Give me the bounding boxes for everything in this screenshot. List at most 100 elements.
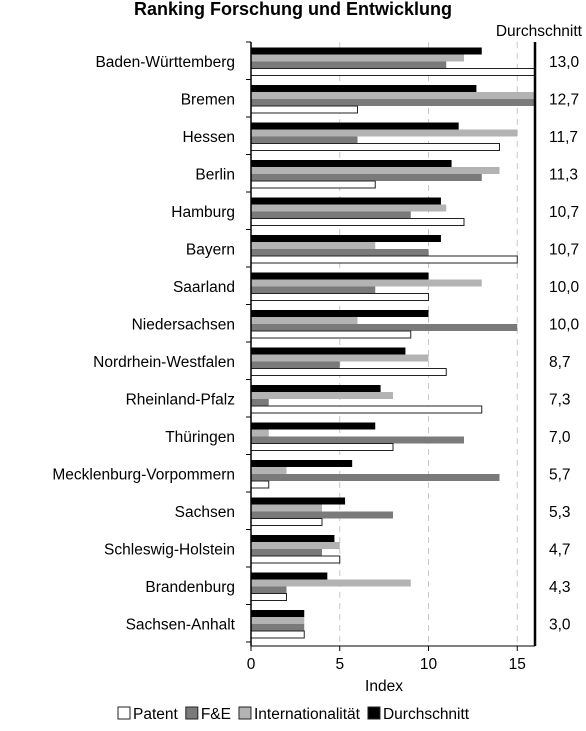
category-label: Saarland bbox=[173, 279, 235, 296]
bar bbox=[250, 630, 305, 639]
bar bbox=[251, 542, 340, 549]
bar bbox=[251, 385, 381, 392]
bar bbox=[251, 467, 287, 474]
x-axis-ticks: 0 5 10 15 bbox=[247, 646, 526, 673]
legend-swatch bbox=[238, 706, 252, 720]
bar bbox=[251, 572, 328, 580]
category-label: Sachsen-Anhalt bbox=[126, 617, 236, 634]
bar bbox=[251, 549, 322, 556]
category-label: Brandenburg bbox=[145, 579, 235, 596]
value-label: 5,3 bbox=[549, 504, 571, 521]
category-label: Baden-Württemberg bbox=[95, 54, 235, 71]
legend-label: Internationalität bbox=[254, 706, 361, 723]
x-tick-label: 0 bbox=[247, 656, 256, 673]
bar bbox=[251, 167, 500, 174]
legend-swatch bbox=[367, 706, 381, 720]
bar bbox=[251, 324, 518, 331]
legend-swatch bbox=[185, 706, 199, 720]
category-label: Nordrhein-Westfalen bbox=[93, 354, 235, 371]
bar bbox=[251, 129, 518, 137]
bar bbox=[251, 610, 305, 617]
bar bbox=[250, 105, 358, 114]
bar bbox=[251, 535, 335, 542]
bar bbox=[251, 354, 429, 362]
bar bbox=[251, 272, 429, 280]
bar bbox=[251, 422, 376, 430]
chart-title: Ranking Forschung und Entwicklung bbox=[134, 0, 452, 19]
bar bbox=[251, 347, 406, 355]
bar bbox=[251, 160, 452, 167]
bar bbox=[250, 518, 323, 526]
category-label: Bremen bbox=[181, 92, 235, 109]
value-label: 10,0 bbox=[549, 317, 580, 334]
category-label: Mecklenburg-Vorpommern bbox=[52, 467, 235, 484]
bar bbox=[251, 61, 447, 69]
value-label: 3,0 bbox=[549, 617, 571, 634]
value-label: 13,0 bbox=[549, 54, 580, 71]
axes bbox=[246, 41, 537, 647]
legend: Patent F&E Internationalität Durchschnitt bbox=[117, 706, 470, 723]
category-label: Sachsen bbox=[175, 504, 235, 521]
bar bbox=[250, 255, 518, 264]
bar bbox=[251, 361, 340, 369]
legend-label: Durchschnitt bbox=[383, 706, 470, 723]
category-label: Hamburg bbox=[171, 204, 235, 221]
category-label: Thüringen bbox=[165, 429, 235, 446]
bar bbox=[250, 68, 536, 76]
bar bbox=[251, 99, 535, 106]
bar bbox=[251, 436, 464, 444]
category-label: Rheinland-Pfalz bbox=[126, 392, 235, 409]
bar bbox=[251, 242, 376, 249]
bar bbox=[250, 293, 429, 301]
value-label: 10,7 bbox=[549, 204, 579, 221]
bar bbox=[251, 317, 358, 324]
bar bbox=[250, 368, 447, 376]
legend-swatch bbox=[117, 706, 131, 720]
bar bbox=[251, 586, 287, 594]
bar bbox=[250, 405, 483, 414]
bar bbox=[250, 180, 376, 189]
bar bbox=[251, 460, 353, 467]
bar bbox=[251, 174, 482, 181]
bar bbox=[251, 235, 441, 242]
bar bbox=[250, 593, 287, 601]
bar bbox=[251, 579, 411, 587]
bar bbox=[250, 443, 394, 451]
value-label: 11,3 bbox=[549, 167, 578, 184]
bar bbox=[251, 399, 269, 406]
bar bbox=[251, 122, 459, 130]
value-label: 7,0 bbox=[549, 429, 571, 446]
bar bbox=[250, 480, 270, 489]
bar bbox=[251, 310, 429, 317]
x-tick-label: 15 bbox=[509, 656, 526, 673]
bar bbox=[250, 218, 465, 226]
category-label: Berlin bbox=[195, 167, 235, 184]
legend-label: Patent bbox=[133, 706, 179, 723]
bar bbox=[251, 429, 269, 437]
bar bbox=[251, 497, 346, 505]
bar bbox=[251, 136, 358, 144]
bar bbox=[250, 555, 341, 564]
value-label: 4,7 bbox=[549, 542, 571, 559]
bar bbox=[251, 474, 500, 481]
legend-label: F&E bbox=[201, 706, 231, 723]
bar bbox=[250, 330, 412, 339]
bar-series-group bbox=[250, 47, 536, 639]
value-label: 5,7 bbox=[549, 467, 571, 484]
bar bbox=[251, 204, 447, 212]
category-labels: Baden-Württemberg Bremen Hessen Berlin Hambu… bbox=[52, 54, 235, 634]
value-label: 7,3 bbox=[549, 392, 571, 409]
bar bbox=[251, 392, 393, 399]
bar bbox=[251, 211, 411, 219]
bar bbox=[251, 279, 482, 287]
value-label: 12,7 bbox=[549, 92, 579, 109]
bar bbox=[251, 85, 477, 92]
bar bbox=[251, 624, 305, 631]
x-tick-label: 10 bbox=[420, 656, 438, 673]
value-labels: 13,0 12,7 11,7 11,3 10,7 10,7 10,0 10,0 8,7 7,3 7,… bbox=[549, 54, 580, 634]
bar bbox=[251, 504, 322, 512]
x-axis-label: Index bbox=[365, 678, 403, 695]
bar bbox=[251, 617, 305, 624]
bar bbox=[251, 92, 535, 99]
